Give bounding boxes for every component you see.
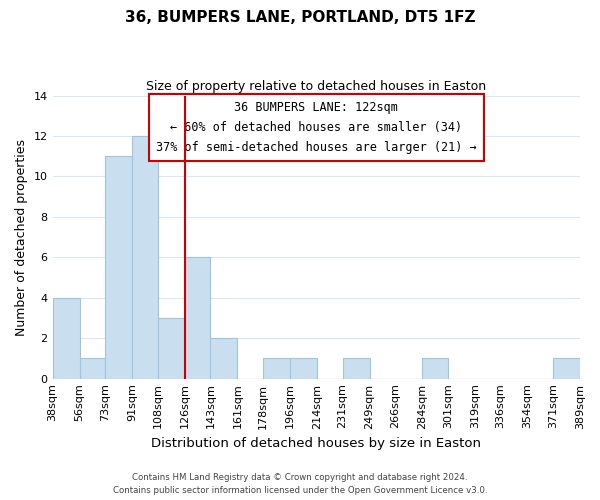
Bar — [290, 358, 317, 378]
Bar — [132, 136, 158, 378]
Text: 36 BUMPERS LANE: 122sqm
← 60% of detached houses are smaller (34)
37% of semi-de: 36 BUMPERS LANE: 122sqm ← 60% of detache… — [156, 101, 476, 154]
Bar — [185, 258, 211, 378]
Bar — [80, 358, 105, 378]
Bar — [105, 156, 132, 378]
Text: Contains HM Land Registry data © Crown copyright and database right 2024.
Contai: Contains HM Land Registry data © Crown c… — [113, 474, 487, 495]
Bar — [53, 298, 80, 378]
Bar — [158, 318, 185, 378]
Text: 36, BUMPERS LANE, PORTLAND, DT5 1FZ: 36, BUMPERS LANE, PORTLAND, DT5 1FZ — [125, 10, 475, 25]
Bar — [263, 358, 290, 378]
Bar — [553, 358, 580, 378]
Bar — [343, 358, 370, 378]
Y-axis label: Number of detached properties: Number of detached properties — [15, 138, 28, 336]
Title: Size of property relative to detached houses in Easton: Size of property relative to detached ho… — [146, 80, 487, 93]
Bar — [211, 338, 238, 378]
Bar — [422, 358, 448, 378]
X-axis label: Distribution of detached houses by size in Easton: Distribution of detached houses by size … — [151, 437, 481, 450]
